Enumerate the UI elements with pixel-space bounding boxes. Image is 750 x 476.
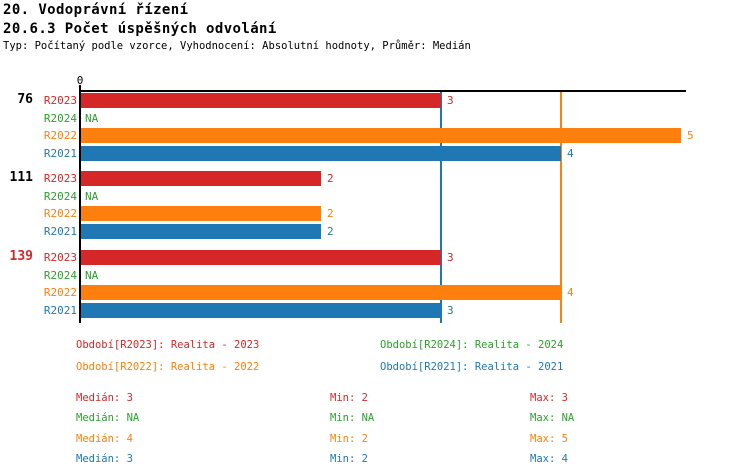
series-label-r2021: R2021 — [43, 225, 77, 238]
median-line-r2022 — [560, 92, 562, 323]
bar-value-label: 5 — [687, 129, 694, 142]
group-label: 111 — [9, 170, 33, 185]
chart-title: 20.6.3 Počet úspěšných odvolání — [3, 21, 277, 37]
bar-r2022 — [81, 206, 321, 221]
bar-value-label: 2 — [327, 225, 334, 238]
series-label-r2024: R2024 — [43, 190, 77, 203]
series-label-r2023: R2023 — [43, 172, 77, 185]
bar-value-label: 4 — [567, 147, 574, 160]
group-label: 139 — [9, 249, 33, 264]
series-label-r2022: R2022 — [43, 129, 77, 142]
stat-max-r2021: Max: 4 — [530, 453, 568, 465]
bar-r2021 — [81, 224, 321, 239]
bar-r2022 — [81, 128, 681, 143]
series-label-r2021: R2021 — [43, 147, 77, 160]
stat-median-r2022: Medián: 4 — [76, 433, 133, 445]
stat-median-r2024: Medián: NA — [76, 412, 140, 424]
bar-r2021 — [81, 303, 441, 318]
stat-min-r2023: Min: 2 — [330, 392, 368, 404]
stat-max-r2022: Max: 5 — [530, 433, 568, 445]
bar-r2021 — [81, 146, 561, 161]
page-title: 20. Vodoprávní řízení — [3, 2, 189, 18]
legend-item-r2024: Období[R2024]: Realita - 2024 — [380, 339, 564, 351]
series-label-r2024: R2024 — [43, 269, 77, 282]
stat-min-r2022: Min: 2 — [330, 433, 368, 445]
x-axis-tick-label: 0 — [76, 74, 84, 87]
y-axis-spine — [79, 85, 81, 323]
bar-value-label: 3 — [447, 304, 454, 317]
stat-max-r2024: Max: NA — [530, 412, 575, 424]
bar-r2023 — [81, 171, 321, 186]
bar-value-label: NA — [85, 190, 99, 203]
bar-r2023 — [81, 250, 441, 265]
series-label-r2022: R2022 — [43, 286, 77, 299]
bar-r2023 — [81, 93, 441, 108]
series-label-r2021: R2021 — [43, 304, 77, 317]
stat-max-r2023: Max: 3 — [530, 392, 568, 404]
bar-value-label: NA — [85, 112, 99, 125]
bar-value-label: NA — [85, 269, 99, 282]
stat-min-r2021: Min: 2 — [330, 453, 368, 465]
chart-subtitle: Typ: Počítaný podle vzorce, Vyhodnocení:… — [3, 40, 471, 52]
stat-min-r2024: Min: NA — [330, 412, 375, 424]
bar-value-label: 2 — [327, 172, 334, 185]
median-line-r2021 — [440, 92, 442, 323]
series-label-r2022: R2022 — [43, 207, 77, 220]
legend-item-r2021: Období[R2021]: Realita - 2021 — [380, 361, 564, 373]
legend-item-r2023: Období[R2023]: Realita - 2023 — [76, 339, 260, 351]
bar-r2022 — [81, 285, 561, 300]
bar-value-label: 3 — [447, 94, 454, 107]
bar-value-label: 2 — [327, 207, 334, 220]
stat-median-r2021: Medián: 3 — [76, 453, 133, 465]
bar-value-label: 3 — [447, 251, 454, 264]
series-label-r2023: R2023 — [43, 251, 77, 264]
series-label-r2023: R2023 — [43, 94, 77, 107]
bar-chart: 0 76 R2023 3 R2024 NA R2022 5 R2021 4 111 R2023 2 R2… — [9, 74, 694, 323]
series-label-r2024: R2024 — [43, 112, 77, 125]
legend-item-r2022: Období[R2022]: Realita - 2022 — [76, 361, 260, 373]
bar-value-label: 4 — [567, 286, 574, 299]
group-label: 76 — [17, 92, 33, 107]
stat-median-r2023: Medián: 3 — [76, 392, 133, 404]
x-axis-line — [79, 90, 686, 92]
